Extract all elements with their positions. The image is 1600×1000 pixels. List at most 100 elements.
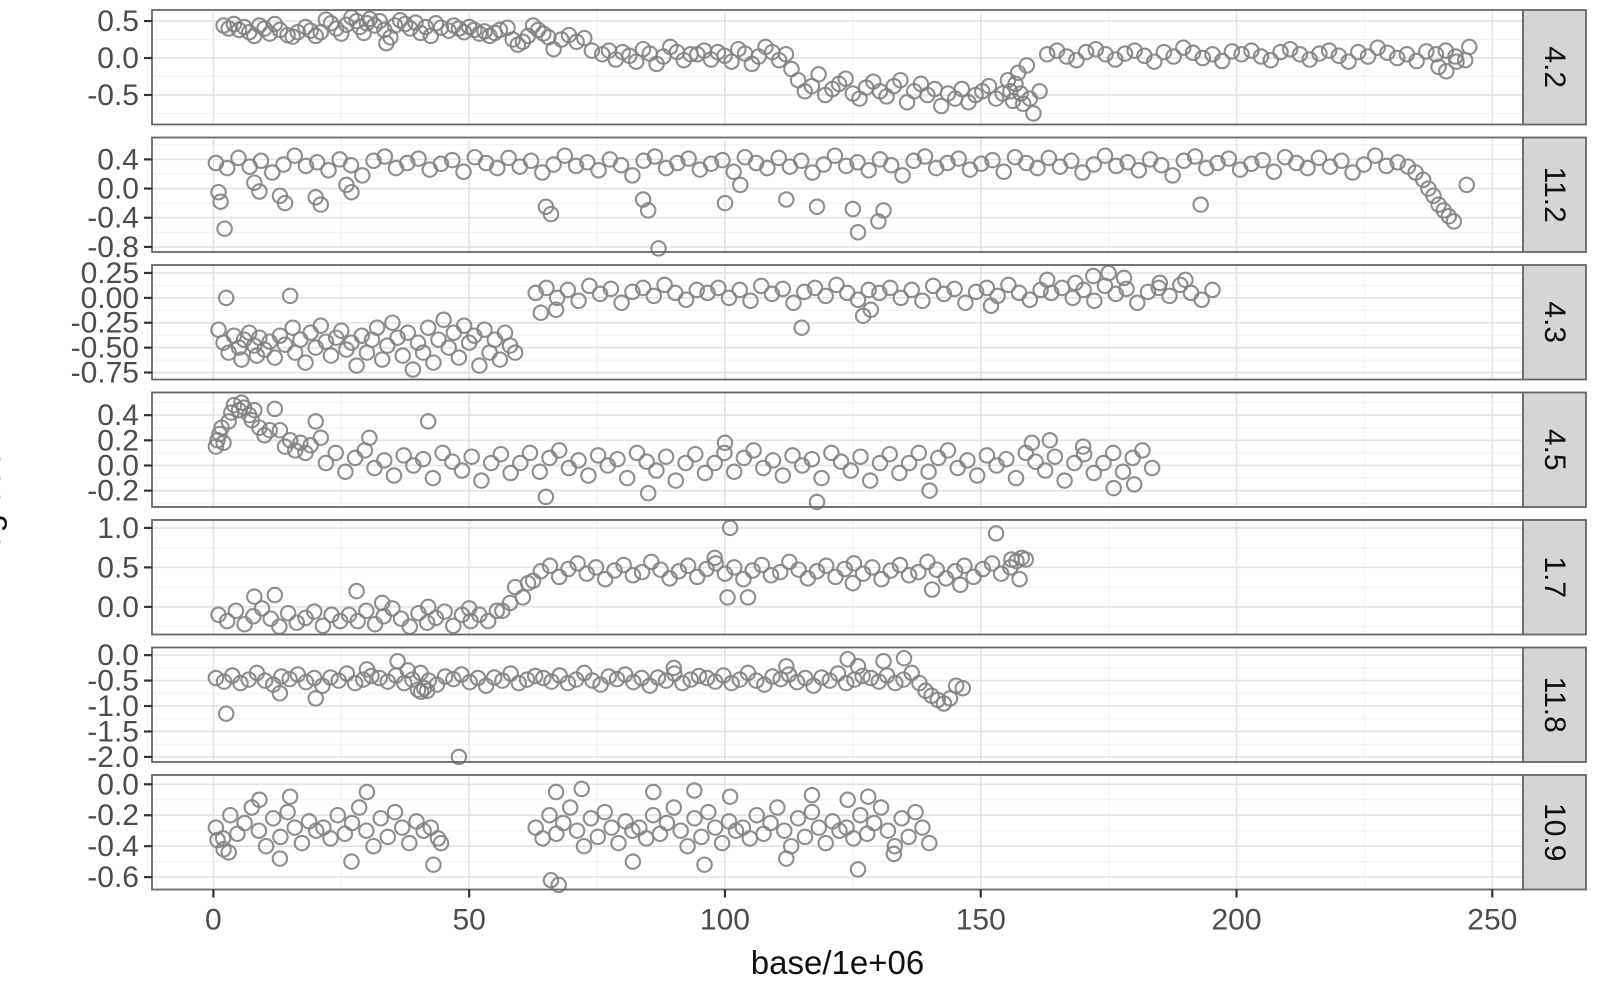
data-point <box>810 66 827 83</box>
data-point <box>1184 44 1202 62</box>
data-point <box>302 22 319 39</box>
data-point <box>256 427 273 444</box>
data-point <box>892 71 909 89</box>
data-point <box>322 669 339 686</box>
y-axis-title-text: logratio <box>0 449 7 559</box>
data-point <box>1104 444 1122 462</box>
data-point <box>343 814 361 832</box>
data-point <box>921 834 938 852</box>
data-point <box>414 450 432 468</box>
strip-label: 4.3 <box>1538 301 1571 343</box>
data-point <box>989 287 1006 305</box>
facet-strip <box>1522 264 1587 381</box>
data-point <box>742 292 759 310</box>
data-point <box>624 567 642 584</box>
data-point <box>410 604 427 622</box>
y-tick-label: -0.4 <box>87 830 139 863</box>
data-point <box>275 156 292 173</box>
facet-panel: 0.5 0.0 -0.5 4.2 <box>87 5 1587 126</box>
data-point <box>453 462 471 479</box>
data-point <box>1186 148 1204 165</box>
data-point <box>1262 51 1280 69</box>
data-point <box>1027 453 1044 470</box>
data-point <box>706 454 723 472</box>
data-point <box>813 469 830 487</box>
data-point <box>1344 164 1361 181</box>
data-point <box>217 705 235 722</box>
data-point <box>394 347 411 364</box>
data-point <box>444 151 461 169</box>
data-point <box>1086 292 1103 310</box>
data-point <box>379 828 397 846</box>
data-point <box>479 612 497 630</box>
data-point <box>1143 459 1161 477</box>
data-point <box>236 814 253 832</box>
data-point <box>1040 149 1058 167</box>
data-point <box>959 452 976 469</box>
data-point <box>527 284 544 302</box>
data-point <box>1194 49 1212 67</box>
data-point <box>1291 46 1309 63</box>
data-point <box>648 462 665 479</box>
panel-background <box>152 520 1523 635</box>
data-point <box>713 834 731 852</box>
data-point <box>923 581 941 598</box>
data-point <box>987 525 1005 542</box>
data-point <box>1340 53 1357 70</box>
data-point <box>581 277 598 295</box>
data-point <box>476 23 493 40</box>
data-point <box>510 674 528 692</box>
data-point <box>777 46 795 63</box>
data-point <box>842 462 860 479</box>
data-point <box>233 351 250 368</box>
data-point <box>881 445 898 463</box>
data-point <box>875 202 892 219</box>
data-point <box>881 279 899 297</box>
data-point <box>548 289 566 307</box>
data-point <box>358 783 376 801</box>
data-point <box>828 276 845 294</box>
data-point <box>537 488 555 506</box>
data-point <box>1172 276 1189 294</box>
data-point <box>1085 156 1103 173</box>
data-point <box>455 163 472 181</box>
y-tick-label: -0.2 <box>87 799 139 832</box>
data-point <box>312 429 330 447</box>
data-point <box>568 33 585 51</box>
data-point <box>1074 164 1091 181</box>
data-point <box>644 806 662 824</box>
data-point <box>281 670 298 688</box>
data-point <box>849 154 866 171</box>
data-point <box>1038 46 1056 63</box>
data-point <box>356 442 374 459</box>
data-point <box>803 450 821 468</box>
data-point <box>273 668 290 685</box>
data-point <box>445 670 462 688</box>
data-point <box>803 803 821 821</box>
data-point <box>731 281 749 299</box>
data-point <box>978 447 996 464</box>
data-point <box>424 469 442 487</box>
data-point <box>327 444 344 462</box>
data-point <box>482 454 500 472</box>
data-point <box>813 669 830 686</box>
y-tick-label: -0.5 <box>87 665 139 698</box>
data-point <box>633 563 651 581</box>
data-point <box>1130 162 1148 179</box>
data-point <box>646 148 664 165</box>
data-point <box>849 224 867 241</box>
data-point <box>365 837 382 855</box>
data-point <box>432 155 450 173</box>
data-point <box>635 152 652 170</box>
data-point <box>995 163 1013 181</box>
data-point <box>696 464 714 482</box>
data-point <box>865 814 883 832</box>
data-point <box>744 562 761 579</box>
data-point <box>389 329 406 346</box>
data-point <box>698 669 716 687</box>
data-point <box>1355 156 1373 173</box>
data-point <box>665 799 683 816</box>
data-point <box>686 782 703 799</box>
data-point <box>414 344 432 361</box>
data-point <box>1118 280 1135 298</box>
